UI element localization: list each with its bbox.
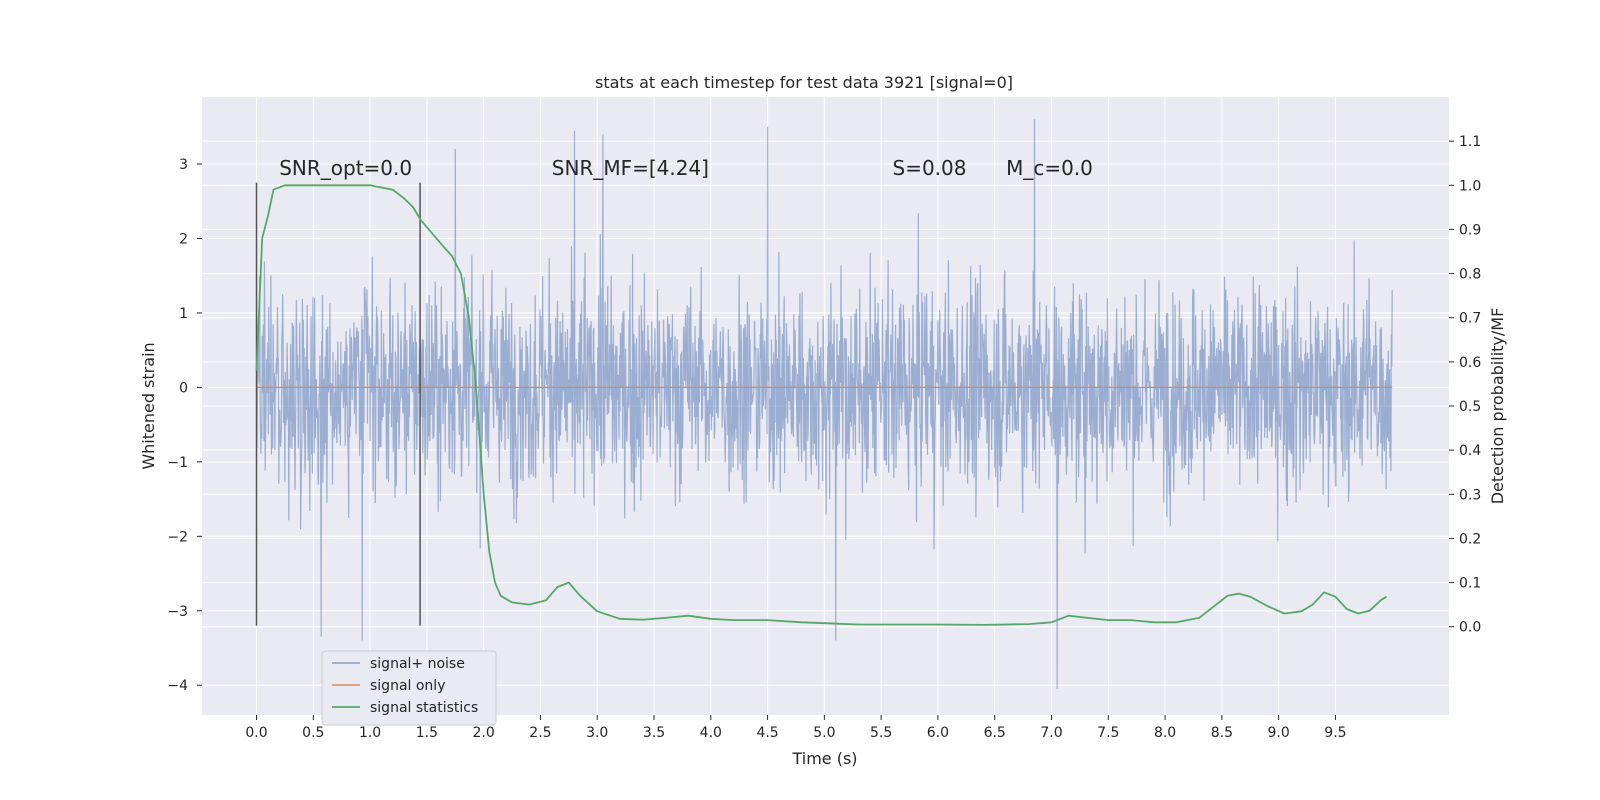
x-tick-label: 2.0 [473, 725, 495, 741]
x-tick-label: 7.0 [1040, 725, 1062, 741]
y-tick-label: 3 [179, 157, 188, 173]
right-tick-label: 0.0 [1459, 620, 1481, 636]
x-tick-label: 0.0 [245, 725, 267, 741]
x-tick-label: 7.5 [1097, 725, 1119, 741]
signal-noise-line [255, 119, 1393, 689]
x-tick-label: 4.0 [700, 725, 722, 741]
signal-statistics-series [255, 184, 1387, 626]
right-y-axis-label: Detection probability/MF [1488, 308, 1507, 505]
y-tick-label: −1 [167, 455, 188, 471]
y-tick-label: 1 [179, 306, 188, 322]
x-tick-label: 5.5 [870, 725, 892, 741]
right-tick-label: 0.3 [1459, 487, 1481, 503]
signal-statistics-line [255, 184, 1387, 626]
right-tick-label: 0.6 [1459, 355, 1481, 371]
right-tick-label: 1.1 [1459, 134, 1481, 150]
right-tick-label: 0.9 [1459, 222, 1481, 238]
chart-title: stats at each timestep for test data 392… [595, 73, 1013, 92]
x-tick-label: 3.0 [586, 725, 608, 741]
x-tick-label: 9.5 [1324, 725, 1346, 741]
x-tick-label: 2.5 [529, 725, 551, 741]
annotation-3: M_c=0.0 [1006, 156, 1093, 180]
x-ticks: 0.0 0.5 1.0 1.5 2.0 2.5 3.0 3.5 4.0 4.5 5.0 5.5 6.0 6… [245, 715, 1347, 741]
left-y-ticks: 3 2 1 0 −1 −2 −3 −4 [167, 157, 202, 694]
y-tick-label: −4 [167, 678, 188, 694]
x-tick-label: 6.5 [984, 725, 1006, 741]
legend-box [321, 650, 497, 726]
right-tick-label: 0.4 [1459, 443, 1481, 459]
legend: signal+ noise signal only signal statistic… [321, 650, 497, 726]
x-tick-label: 0.5 [302, 725, 324, 741]
annotation-2: S=0.08 [893, 156, 967, 180]
right-tick-label: 0.2 [1459, 531, 1481, 547]
y-tick-label: 0 [179, 380, 188, 396]
right-tick-label: 1.0 [1459, 178, 1481, 194]
x-tick-label: 9.0 [1268, 725, 1290, 741]
right-y-ticks: 1.1 1.0 0.9 0.8 0.7 0.6 0.5 0.4 0.3 0.2 0.1 0.0 [1449, 134, 1481, 636]
right-tick-label: 0.7 [1459, 311, 1481, 327]
x-tick-label: 1.5 [416, 725, 438, 741]
y-tick-label: −2 [167, 529, 188, 545]
x-tick-label: 6.0 [927, 725, 949, 741]
x-tick-label: 1.0 [359, 725, 381, 741]
x-tick-label: 8.0 [1154, 725, 1176, 741]
x-tick-label: 3.5 [643, 725, 665, 741]
legend-label: signal+ noise [370, 656, 465, 672]
right-tick-label: 0.1 [1459, 576, 1481, 592]
x-tick-label: 5.0 [813, 725, 835, 741]
y-tick-label: 2 [179, 231, 188, 247]
legend-label: signal statistics [370, 700, 478, 716]
y-axis-label: Whitened strain [139, 342, 158, 469]
signal-noise-series [255, 119, 1393, 689]
annotation-1: SNR_MF=[4.24] [552, 156, 709, 180]
right-tick-label: 0.8 [1459, 267, 1481, 283]
legend-label: signal only [370, 678, 445, 694]
x-tick-label: 4.5 [756, 725, 778, 741]
annotation-0: SNR_opt=0.0 [279, 156, 412, 180]
x-axis-label: Time (s) [791, 749, 857, 768]
annotations: SNR_opt=0.0 SNR_MF=[4.24] S=0.08 M_c=0.0 [279, 156, 1093, 180]
right-tick-label: 0.5 [1459, 399, 1481, 415]
y-tick-label: −3 [167, 604, 188, 620]
x-tick-label: 8.5 [1211, 725, 1233, 741]
marker-lines [255, 182, 421, 626]
